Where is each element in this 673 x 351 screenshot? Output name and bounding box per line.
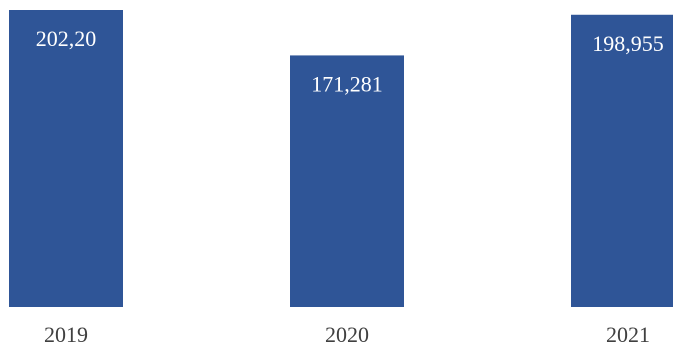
data-label-2021: 198,955	[592, 31, 664, 56]
x-axis-ticks-group: 2019 2020 2021	[44, 322, 650, 347]
bar-2021	[571, 14, 673, 308]
bar-2019	[9, 10, 123, 307]
bar-2020	[290, 55, 404, 308]
data-label-2020: 171,281	[311, 71, 383, 96]
data-label-2019: 202,20	[36, 26, 97, 51]
x-tick-label-2021: 2021	[606, 322, 650, 347]
x-tick-label-2020: 2020	[325, 322, 369, 347]
bars-group	[9, 10, 673, 308]
x-tick-label-2019: 2019	[44, 322, 88, 347]
data-labels-group: 202,20 171,281 198,955	[36, 26, 664, 96]
